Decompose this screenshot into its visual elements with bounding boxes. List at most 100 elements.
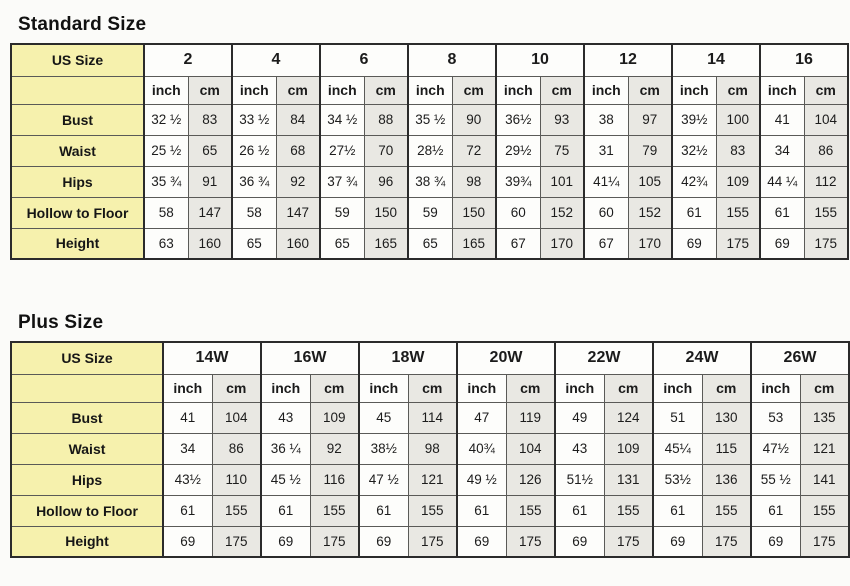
cm-value-cell: 175 (407, 525, 458, 558)
inch-value-cell: 53 (750, 401, 801, 434)
cm-unit-header: cm (451, 75, 497, 105)
cm-value-cell: 175 (505, 525, 556, 558)
measurement-row-label: Hips (10, 165, 145, 198)
inch-value-cell: 36 ¾ (231, 165, 277, 198)
size-column-header: 22W (554, 341, 654, 375)
cm-value-cell: 84 (275, 103, 321, 136)
plus-size-title: Plus Size (18, 312, 104, 333)
cm-unit-header: cm (505, 373, 556, 403)
size-column-header: 6 (319, 43, 409, 77)
inch-value-cell: 69 (671, 227, 717, 260)
cm-value-cell: 68 (275, 134, 321, 167)
measurement-row: Waist 25 ½ 65 26 ½ 68 27½ 70 28½ 72 29½ 75 31 79 32½ 8… (10, 134, 849, 167)
inch-value-cell: 49 ½ (456, 463, 507, 496)
inch-unit-header: inch (456, 373, 507, 403)
size-column-header: 2 (143, 43, 233, 77)
cm-unit-header: cm (799, 373, 850, 403)
inch-value-cell: 58 (143, 196, 189, 229)
cm-value-cell: 126 (505, 463, 556, 496)
inch-value-cell: 60 (495, 196, 541, 229)
cm-unit-header: cm (275, 75, 321, 105)
inch-value-cell: 47 (456, 401, 507, 434)
inch-value-cell: 69 (260, 525, 311, 558)
size-column-header: 20W (456, 341, 556, 375)
inch-value-cell: 38½ (358, 432, 409, 465)
cm-value-cell: 147 (187, 196, 233, 229)
us-size-corner-label: US Size (10, 43, 145, 77)
cm-value-cell: 75 (539, 134, 585, 167)
inch-value-cell: 45¼ (652, 432, 703, 465)
inch-value-cell: 67 (583, 227, 629, 260)
cm-value-cell: 150 (363, 196, 409, 229)
inch-value-cell: 61 (750, 494, 801, 527)
inch-value-cell: 32½ (671, 134, 717, 167)
cm-unit-header: cm (407, 373, 458, 403)
cm-unit-header: cm (715, 75, 761, 105)
inch-value-cell: 55 ½ (750, 463, 801, 496)
cm-value-cell: 72 (451, 134, 497, 167)
cm-value-cell: 141 (799, 463, 850, 496)
inch-value-cell: 31 (583, 134, 629, 167)
inch-value-cell: 47 ½ (358, 463, 409, 496)
cm-value-cell: 91 (187, 165, 233, 198)
inch-value-cell: 34 (162, 432, 213, 465)
cm-value-cell: 175 (799, 525, 850, 558)
cm-value-cell: 109 (603, 432, 654, 465)
cm-value-cell: 104 (505, 432, 556, 465)
size-column-header: 24W (652, 341, 752, 375)
standard-size-table: US Size 2 4 6 8 10 12 14 16 inch cm inch cm inch cm inc… (10, 43, 849, 260)
size-column-header: 16W (260, 341, 360, 375)
inch-value-cell: 53½ (652, 463, 703, 496)
measurement-row-label: Hollow to Floor (10, 494, 164, 527)
cm-value-cell: 104 (211, 401, 262, 434)
inch-value-cell: 60 (583, 196, 629, 229)
cm-value-cell: 160 (187, 227, 233, 260)
cm-value-cell: 124 (603, 401, 654, 434)
inch-value-cell: 61 (456, 494, 507, 527)
cm-value-cell: 121 (407, 463, 458, 496)
cm-value-cell: 97 (627, 103, 673, 136)
inch-value-cell: 36 ¼ (260, 432, 311, 465)
cm-value-cell: 65 (187, 134, 233, 167)
cm-value-cell: 88 (363, 103, 409, 136)
size-column-header: 16 (759, 43, 849, 77)
inch-value-cell: 25 ½ (143, 134, 189, 167)
unit-header-row: inch cm inch cm inch cm inch cm inch cm inch cm inch… (10, 75, 849, 105)
inch-value-cell: 28½ (407, 134, 453, 167)
inch-value-cell: 35 ¾ (143, 165, 189, 198)
inch-value-cell: 37 ¾ (319, 165, 365, 198)
cm-value-cell: 86 (211, 432, 262, 465)
cm-unit-header: cm (211, 373, 262, 403)
cm-value-cell: 155 (715, 196, 761, 229)
cm-value-cell: 155 (701, 494, 752, 527)
cm-value-cell: 155 (505, 494, 556, 527)
inch-value-cell: 65 (407, 227, 453, 260)
cm-unit-header: cm (363, 75, 409, 105)
cm-unit-header: cm (539, 75, 585, 105)
cm-value-cell: 155 (603, 494, 654, 527)
cm-value-cell: 175 (715, 227, 761, 260)
cm-value-cell: 135 (799, 401, 850, 434)
inch-value-cell: 41 (162, 401, 213, 434)
measurement-row: Hips 43½ 110 45 ½ 116 47 ½ 121 49 ½ 126 51½ 131 53½… (10, 463, 850, 496)
inch-value-cell: 34 ½ (319, 103, 365, 136)
inch-value-cell: 33 ½ (231, 103, 277, 136)
inch-value-cell: 38 ¾ (407, 165, 453, 198)
cm-value-cell: 175 (803, 227, 849, 260)
cm-value-cell: 96 (363, 165, 409, 198)
inch-value-cell: 35 ½ (407, 103, 453, 136)
inch-value-cell: 26 ½ (231, 134, 277, 167)
inch-value-cell: 51½ (554, 463, 605, 496)
inch-unit-header: inch (358, 373, 409, 403)
standard-size-title: Standard Size (18, 14, 147, 35)
inch-unit-header: inch (495, 75, 541, 105)
inch-value-cell: 27½ (319, 134, 365, 167)
cm-value-cell: 155 (309, 494, 360, 527)
inch-value-cell: 45 (358, 401, 409, 434)
cm-value-cell: 110 (211, 463, 262, 496)
cm-value-cell: 130 (701, 401, 752, 434)
cm-value-cell: 152 (539, 196, 585, 229)
cm-value-cell: 150 (451, 196, 497, 229)
size-column-header: 14W (162, 341, 262, 375)
